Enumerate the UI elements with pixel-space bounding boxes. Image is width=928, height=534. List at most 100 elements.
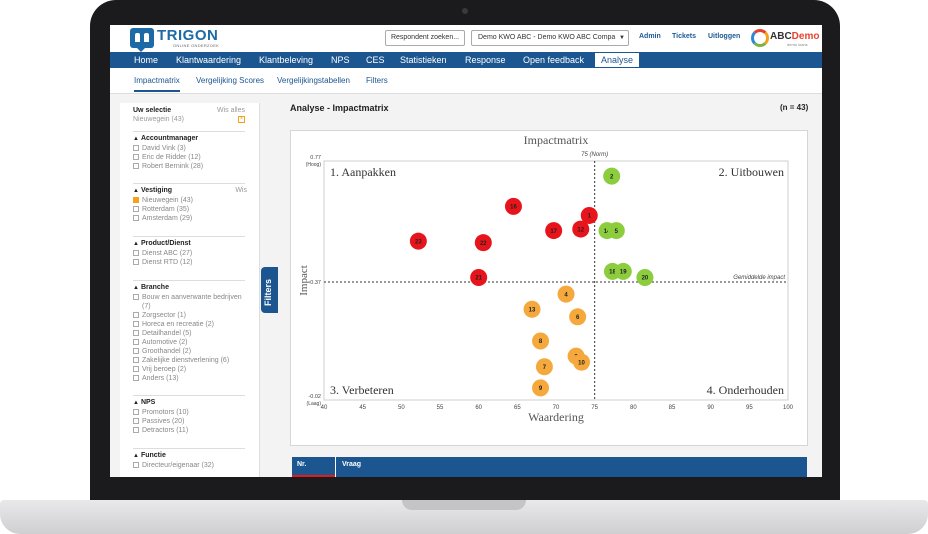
filter-option[interactable]: Robert Bernink (28) xyxy=(133,162,245,171)
quadrant-label-onderhouden: 4. Onderhouden xyxy=(707,383,784,397)
nav-nps[interactable]: NPS xyxy=(331,55,350,65)
filter-option[interactable]: Automotive (2) xyxy=(133,338,245,347)
client-logo-icon xyxy=(751,29,769,47)
filters-toggle-tab[interactable]: Filters xyxy=(261,267,278,313)
filter-group-accountmanager: ▲ Accountmanager David Vink (3) Eric de R… xyxy=(133,131,245,171)
checkbox[interactable] xyxy=(133,462,139,468)
data-point-label-9: 9 xyxy=(539,386,543,392)
x-tick-label: 60 xyxy=(475,405,482,411)
column-header-vraag[interactable]: Vraag xyxy=(342,461,362,468)
filter-option[interactable]: David Vink (3) xyxy=(133,144,245,153)
clear-all-link[interactable]: Wis alles xyxy=(217,107,246,114)
respondent-search-button[interactable]: Respondent zoeken... xyxy=(385,30,465,46)
filter-group-title[interactable]: ▲ Accountmanager xyxy=(133,135,199,142)
filter-option[interactable]: Zorgsector (1) xyxy=(133,311,245,320)
checkbox[interactable] xyxy=(133,418,139,424)
chevron-up-icon: ▲ xyxy=(133,188,139,194)
filter-option[interactable]: Anders (13) xyxy=(133,374,245,383)
checkbox[interactable] xyxy=(133,206,139,212)
filter-group-title[interactable]: ▲ Product/Dienst xyxy=(133,240,191,247)
filter-option[interactable]: Dienst RTD (12) xyxy=(133,258,245,267)
data-point-label-6: 6 xyxy=(576,315,580,321)
tab-impactmatrix[interactable]: Impactmatrix xyxy=(134,76,180,92)
nav-response[interactable]: Response xyxy=(465,55,506,65)
survey-select[interactable]: Demo KWO ABC - Demo KWO ABC Compa ▼ xyxy=(471,30,629,46)
logout-link[interactable]: Uitloggen xyxy=(708,33,741,40)
checkbox[interactable] xyxy=(133,163,139,169)
filter-option[interactable]: Amsterdam (29) xyxy=(133,214,245,223)
filter-option[interactable]: Dienst ABC (27) xyxy=(133,249,245,258)
filter-option[interactable]: Passives (20) xyxy=(133,417,245,426)
nav-klantwaardering[interactable]: Klantwaardering xyxy=(176,55,242,65)
data-point-label-16: 16 xyxy=(510,205,517,211)
column-header-nr[interactable]: Nr. xyxy=(297,461,307,468)
checkbox[interactable] xyxy=(133,375,139,381)
filter-option[interactable]: Detailhandel (5) xyxy=(133,329,245,338)
filter-option[interactable]: Promotors (10) xyxy=(133,408,245,417)
checkbox[interactable] xyxy=(133,409,139,415)
admin-link[interactable]: Admin xyxy=(639,33,661,40)
survey-select-value: Demo KWO ABC - Demo KWO ABC Compa xyxy=(478,34,616,41)
checkbox[interactable] xyxy=(133,366,139,372)
checkbox[interactable] xyxy=(133,154,139,160)
impact-matrix-panel: Impactmatrix 75 (Norm) Gemiddelde impact 1.… xyxy=(290,130,808,446)
x-tick-label: 90 xyxy=(707,405,714,411)
filter-option[interactable]: Detractors (11) xyxy=(133,426,245,435)
y-tick-bottom-sub: (Laag) xyxy=(307,401,322,407)
filter-option[interactable]: Bouw en aanverwante bedrijven xyxy=(133,293,245,302)
filter-group-title[interactable]: ▲ Branche xyxy=(133,284,169,291)
tab-vergelijkingstabellen[interactable]: Vergelijkingstabellen xyxy=(277,76,350,85)
x-tick-label: 85 xyxy=(669,405,676,411)
question-table-header: Nr. Vraag xyxy=(292,457,807,477)
sub-nav: Impactmatrix Vergelijking Scores Vergeli… xyxy=(110,68,822,94)
filter-option[interactable]: Nieuwegein (43) xyxy=(133,196,245,205)
filter-group-title[interactable]: ▲ Vestiging Wis xyxy=(133,187,247,194)
checkbox[interactable] xyxy=(133,330,139,336)
filter-option[interactable]: Eric de Ridder (12) xyxy=(133,153,245,162)
tickets-link[interactable]: Tickets xyxy=(672,33,696,40)
remove-selection-icon[interactable]: × xyxy=(238,116,245,123)
trigon-logo-text[interactable]: TRIGON xyxy=(157,27,219,44)
data-point-12 xyxy=(572,220,590,238)
nav-ces[interactable]: CES xyxy=(366,55,385,65)
checkbox-checked[interactable] xyxy=(133,197,139,203)
checkbox[interactable] xyxy=(133,294,139,300)
checkbox[interactable] xyxy=(133,321,139,327)
data-point-label-10: 10 xyxy=(578,360,585,366)
average-impact-label: Gemiddelde impact xyxy=(733,275,785,281)
filter-option[interactable]: Vrij beroep (2) xyxy=(133,365,245,374)
nav-klantbeleving[interactable]: Klantbeleving xyxy=(259,55,314,65)
tab-vergelijking-scores[interactable]: Vergelijking Scores xyxy=(196,76,265,85)
data-point-5 xyxy=(607,222,625,240)
filter-sidebar: Uw selectie Wis alles Nieuwegein (43) × … xyxy=(120,103,260,477)
checkbox[interactable] xyxy=(133,427,139,433)
filter-option[interactable]: Directeur/eigenaar (32) xyxy=(133,461,245,470)
checkbox[interactable] xyxy=(133,339,139,345)
checkbox[interactable] xyxy=(133,357,139,363)
filter-option[interactable]: Rotterdam (35) xyxy=(133,205,245,214)
filter-option[interactable]: Horeca en recreatie (2) xyxy=(133,320,245,329)
filter-option[interactable]: Zakelijke dienstverlening (6) xyxy=(133,356,245,365)
chevron-up-icon: ▲ xyxy=(133,241,139,247)
checkbox[interactable] xyxy=(133,348,139,354)
checkbox[interactable] xyxy=(133,250,139,256)
nav-statistieken[interactable]: Statistieken xyxy=(400,55,447,65)
data-point-label-13: 13 xyxy=(529,307,536,313)
checkbox[interactable] xyxy=(133,145,139,151)
filter-group-title[interactable]: ▲ NPS xyxy=(133,399,156,406)
checkbox[interactable] xyxy=(133,259,139,265)
trigon-logo-icon[interactable] xyxy=(130,28,154,52)
filter-group-title[interactable]: ▲ Functie xyxy=(133,452,166,459)
clear-vestiging-link[interactable]: Wis xyxy=(235,187,247,194)
data-point-1 xyxy=(580,206,598,224)
nav-open-feedback[interactable]: Open feedback xyxy=(523,55,585,65)
nav-analyse[interactable]: Analyse xyxy=(595,53,640,67)
camera xyxy=(462,8,468,14)
data-point-8 xyxy=(532,332,550,350)
checkbox[interactable] xyxy=(133,312,139,318)
checkbox[interactable] xyxy=(133,215,139,221)
tab-filters[interactable]: Filters xyxy=(366,76,388,85)
nav-home[interactable]: Home xyxy=(134,55,159,65)
main-nav: Home Klantwaardering Klantbeleving NPS C… xyxy=(110,52,822,68)
filter-option[interactable]: Groothandel (2) xyxy=(133,347,245,356)
